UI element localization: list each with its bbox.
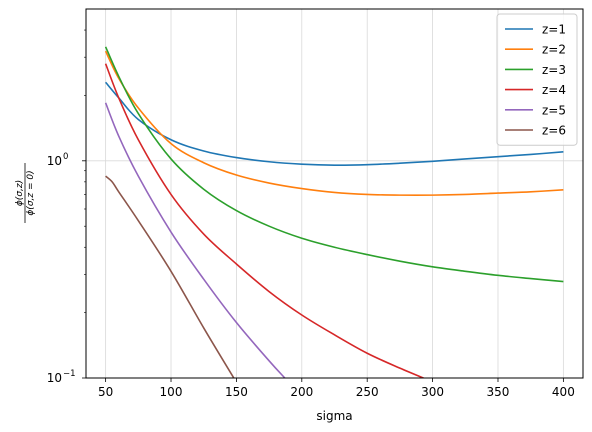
series-line-z3 xyxy=(104,46,564,283)
x-tick-label: 100 xyxy=(160,385,183,399)
y-tick-label-exponent: 0 xyxy=(63,152,68,162)
x-axis-label: sigma xyxy=(316,409,352,423)
series-layer xyxy=(104,46,564,378)
legend-label: z=5 xyxy=(542,103,566,117)
plot-frame xyxy=(85,8,584,379)
y-axis-label-numerator: ϕ(σ,z) xyxy=(15,180,25,206)
series-line-z6 xyxy=(105,175,235,378)
x-tick-label: 300 xyxy=(421,385,444,399)
series-line-z5 xyxy=(104,102,286,378)
x-axis: 50 100 150 200 250 300 350 400 xyxy=(98,378,575,399)
legend-label: z=1 xyxy=(542,23,566,37)
legend-box xyxy=(496,13,578,146)
x-tick-label: 400 xyxy=(552,385,575,399)
legend-label: z=4 xyxy=(542,83,566,97)
legend-label: z=3 xyxy=(542,63,566,77)
legend: z=1 z=2 z=3 z=4 z=5 z=6 xyxy=(496,13,578,146)
y-axis-label-denominator: ϕ(σ,z = 0) xyxy=(26,170,36,215)
y-tick-label-exponent: −1 xyxy=(63,369,76,379)
x-tick-label: 350 xyxy=(487,385,510,399)
y-tick-label-base: 10 xyxy=(47,154,62,168)
legend-label: z=2 xyxy=(542,43,566,57)
y-tick-label: 10 xyxy=(47,154,62,168)
legend-label: z=6 xyxy=(542,124,566,138)
series-line-z4 xyxy=(104,63,426,378)
y-axis-label: ϕ(σ,z) ϕ(σ,z = 0) xyxy=(15,163,36,223)
y-tick-label: 10 xyxy=(47,371,62,385)
x-tick-label: 200 xyxy=(290,385,313,399)
x-tick-label: 50 xyxy=(98,385,113,399)
x-tick-label: 250 xyxy=(356,385,379,399)
series-line-z2 xyxy=(104,50,564,197)
series-line-z1 xyxy=(105,81,564,166)
x-tick-label: 150 xyxy=(225,385,248,399)
y-tick-label-base: 10 xyxy=(47,371,62,385)
